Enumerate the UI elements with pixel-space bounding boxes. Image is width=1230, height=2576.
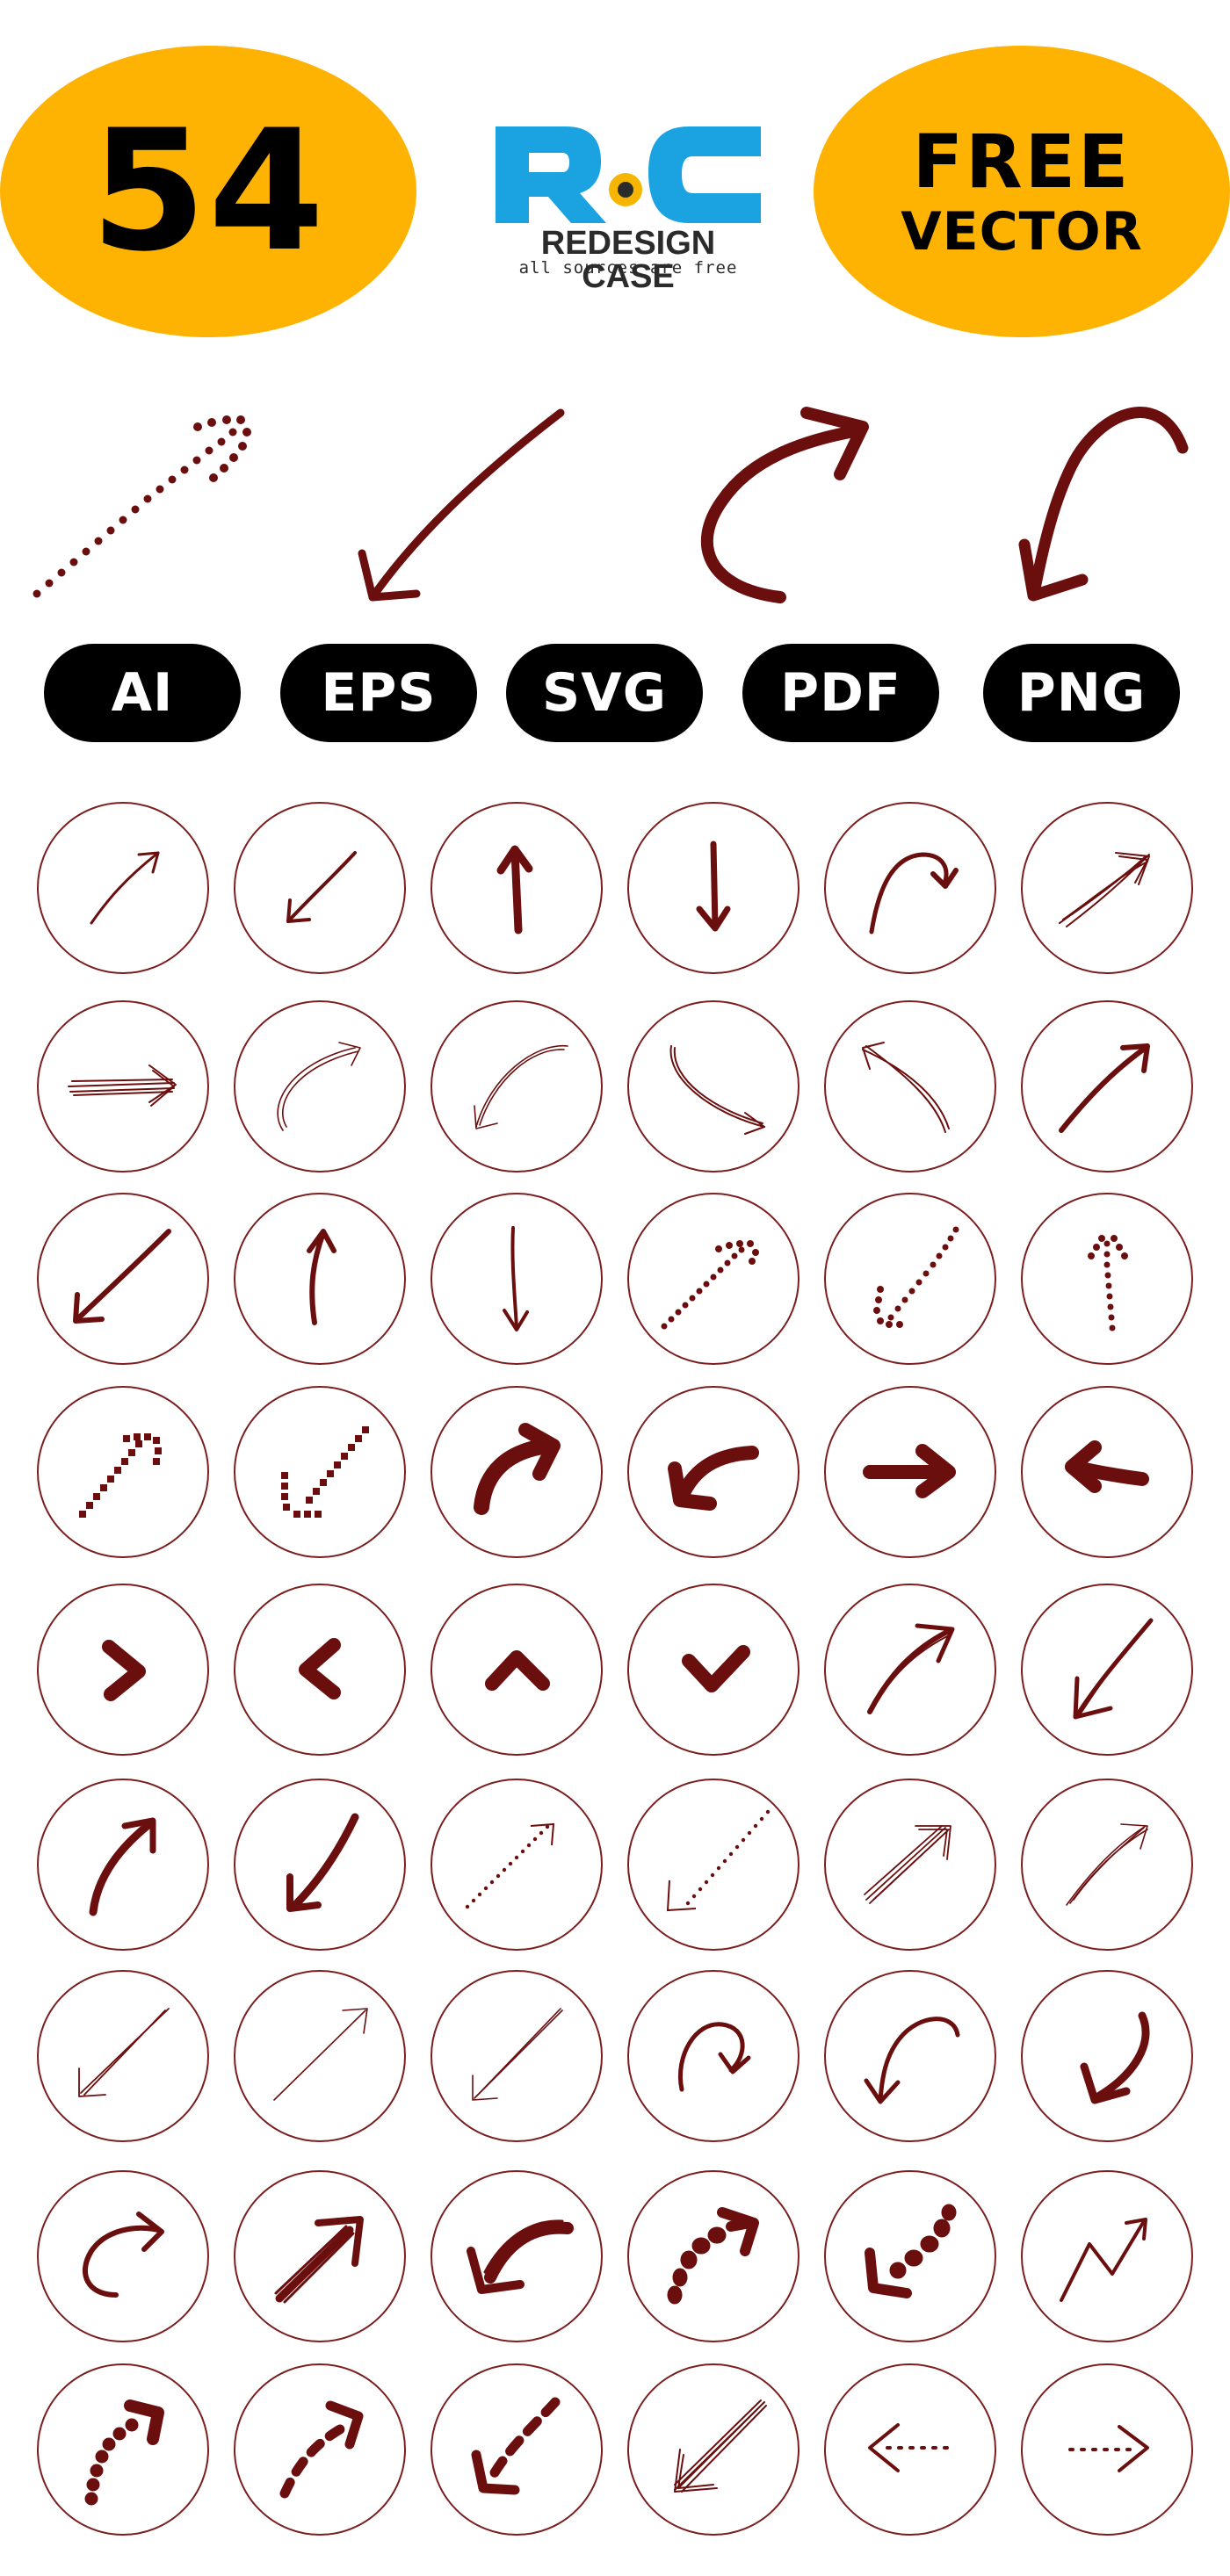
- chevron-left-icon: [234, 1584, 406, 1756]
- format-pill-svg: SVG: [506, 644, 703, 742]
- sketch-arrow-up-right-icon: [1021, 802, 1193, 974]
- format-pill-pdf: PDF: [742, 644, 939, 742]
- dotted-bold-arrow-up-right-icon: [37, 2363, 209, 2536]
- zigzag-arrow-up-right-icon: [1021, 2170, 1193, 2342]
- pixel-arrow-up-right-icon: [37, 1386, 209, 1558]
- dotted-chevron-right-icon: [1021, 2363, 1193, 2536]
- sketch-thin-arrow-up-right-icon: [1021, 1779, 1193, 1951]
- curved-arrow-down-left-icon: [1018, 407, 1189, 602]
- format-pill-png: PNG: [983, 644, 1180, 742]
- bold-arrow-down-left-icon: [37, 1193, 209, 1365]
- hook-arrow-up-right-icon: [37, 2170, 209, 2342]
- brush-arrow-down-left-icon: [1021, 1584, 1193, 1756]
- tapered-arrow-up-right-icon: [37, 1779, 209, 1951]
- vector-label: VECTOR: [901, 201, 1143, 263]
- hero-arrows: [33, 407, 1189, 603]
- sketch-arrow-down-left-icon: [627, 2363, 800, 2536]
- dashed-arrow-up-right-icon: [234, 2363, 406, 2536]
- hook-arrow-right-icon: [824, 802, 996, 974]
- thick-arrow-right-icon: [824, 1386, 996, 1558]
- count-label: 54: [90, 94, 327, 288]
- arrow-down-icon: [627, 802, 800, 974]
- thick-curved-arrow-up-right-icon: [430, 1386, 603, 1558]
- pixel-arrow-down-left-icon: [234, 1386, 406, 1558]
- format-pill-eps: EPS: [280, 644, 477, 742]
- thin-curved-arrow-up-left-icon: [824, 1000, 996, 1173]
- dashed-arrow-down-left-icon: [430, 2363, 603, 2536]
- hairline-arrow-down-left-icon-2: [430, 1970, 603, 2142]
- brush-curved-arrow-down-left-icon: [430, 2170, 603, 2342]
- logo-mark-icon: [496, 126, 761, 223]
- thin-curved-arrow-up-right-icon: [234, 1000, 406, 1173]
- dotted-chevron-left-icon: [824, 2363, 996, 2536]
- long-arrow-down-left-icon: [358, 408, 565, 602]
- thick-curved-arrow-down-left-icon: [627, 1386, 800, 1558]
- beaded-arrow-down-left-icon: [824, 2170, 996, 2342]
- redesign-case-logo: REDESIGN CASE all sources are free: [494, 121, 763, 293]
- curved-arrow-up-right-icon: [700, 407, 869, 603]
- dotted-curved-arrow-up-right-icon: [627, 1193, 800, 1365]
- sketch-arrow-right-icon: [37, 1000, 209, 1173]
- brush-bold-arrow-up-right-icon: [234, 2170, 406, 2342]
- free-label: FREE: [912, 119, 1132, 205]
- count-badge: 54: [0, 46, 416, 337]
- dotted-thin-arrow-up-right-icon: [430, 1779, 603, 1951]
- beaded-arrow-up-right-icon: [627, 2170, 800, 2342]
- hairline-arrow-up-right-icon: [234, 1970, 406, 2142]
- spiral-arrow-down-icon: [627, 1970, 800, 2142]
- hairline-arrow-down-left-icon: [37, 1970, 209, 2142]
- free-vector-badge: FREE VECTOR: [814, 46, 1230, 337]
- dotted-arrow-up-icon: [1021, 1193, 1193, 1365]
- format-pill-ai: AI: [44, 644, 241, 742]
- tapered-arrow-down-left-icon: [234, 1779, 406, 1951]
- chevron-right-icon: [37, 1584, 209, 1756]
- arrow-up-icon: [430, 802, 603, 974]
- chevron-down-icon: [627, 1584, 800, 1756]
- dotted-arrow-down-left-icon: [824, 1193, 996, 1365]
- dotted-arrow-icon: [33, 415, 251, 598]
- tall-arrow-up-icon: [234, 1193, 406, 1365]
- dotted-thin-arrow-down-left-icon: [627, 1779, 800, 1951]
- bold-arrow-up-right-icon: [1021, 1000, 1193, 1173]
- thin-arrow-up-right-icon: [37, 802, 209, 974]
- logo-brand-text: REDESIGN CASE: [540, 225, 716, 295]
- thick-arrow-left-icon: [1021, 1386, 1193, 1558]
- thin-curved-arrow-down-right-icon: [627, 1000, 800, 1173]
- logo-tagline: all sources are free: [518, 258, 738, 278]
- brush-arrow-up-right-icon: [824, 1584, 996, 1756]
- chevron-up-icon: [430, 1584, 603, 1756]
- thin-arrow-down-left-icon: [234, 802, 406, 974]
- sketch-arrow-up-right-icon: [824, 1779, 996, 1951]
- curved-arrow-down-left-icon: [824, 1970, 996, 2142]
- curved-bold-arrow-down-left-icon: [1021, 1970, 1193, 2142]
- thin-curved-arrow-down-left-icon: [430, 1000, 603, 1173]
- tall-arrow-down-icon: [430, 1193, 603, 1365]
